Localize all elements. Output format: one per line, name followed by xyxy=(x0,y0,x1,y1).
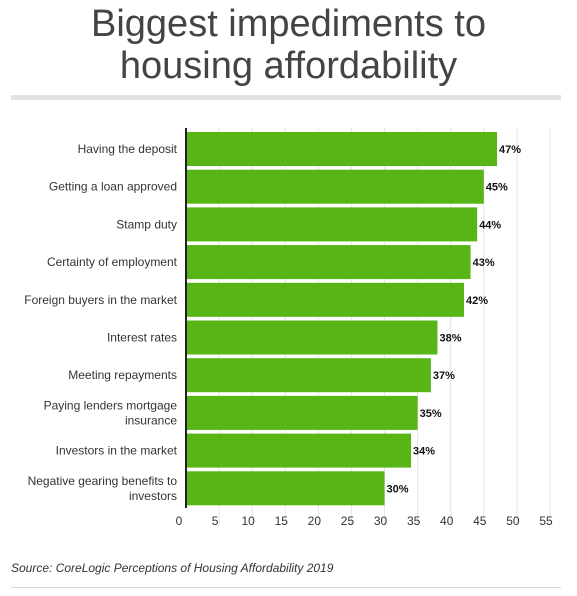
category-label: Negative gearing benefits to xyxy=(28,474,178,488)
footer-divider xyxy=(11,587,561,588)
x-tick-label: 40 xyxy=(440,514,454,528)
x-tick-label: 0 xyxy=(176,514,183,528)
category-label: Stamp duty xyxy=(116,217,177,231)
bar xyxy=(187,320,438,355)
category-label: investors xyxy=(129,489,177,503)
source-note: Source: CoreLogic Perceptions of Housing… xyxy=(11,561,334,575)
bar xyxy=(187,358,431,393)
category-label: Foreign buyers in the market xyxy=(24,293,177,307)
value-label: 45% xyxy=(486,182,508,194)
category-label: Having the deposit xyxy=(78,142,178,156)
x-tick-label: 45 xyxy=(473,514,487,528)
value-label: 37% xyxy=(433,370,455,382)
value-label: 47% xyxy=(499,144,521,156)
value-label: 34% xyxy=(413,446,435,458)
bars xyxy=(187,132,498,506)
value-label: 35% xyxy=(420,408,442,420)
title-line-1: Biggest impediments to xyxy=(91,3,486,45)
bar xyxy=(187,245,471,280)
category-label: Certainty of employment xyxy=(47,255,178,269)
bar xyxy=(187,433,412,468)
category-labels: Having the deposit Getting a loan approve… xyxy=(24,142,177,503)
chart-title: Biggest impediments to housing affordabi… xyxy=(0,3,577,87)
x-tick-label: 30 xyxy=(374,514,388,528)
bar xyxy=(187,132,498,166)
bar-chart: Having the deposit Getting a loan approve… xyxy=(24,128,553,528)
value-label: 42% xyxy=(466,295,488,307)
value-labels: 47% 45% 44% 43% 42% 38% 37% 35% 34% 30% xyxy=(387,144,522,495)
x-tick-label: 25 xyxy=(341,514,355,528)
value-label: 30% xyxy=(387,483,409,495)
title-divider xyxy=(11,95,561,100)
x-tick-label: 35 xyxy=(407,514,421,528)
value-label: 43% xyxy=(473,257,495,269)
bar xyxy=(187,282,464,317)
value-label: 38% xyxy=(439,333,461,345)
category-label: Getting a loan approved xyxy=(49,180,177,194)
x-tick-label: 50 xyxy=(506,514,520,528)
x-tick-label: 5 xyxy=(212,514,219,528)
title-line-2: housing affordability xyxy=(119,45,458,87)
bar xyxy=(187,395,418,430)
x-tick-label: 15 xyxy=(275,514,289,528)
bar xyxy=(187,207,478,242)
category-label: Meeting repayments xyxy=(68,368,177,382)
category-label: insurance xyxy=(125,413,177,427)
bar xyxy=(187,169,484,204)
bar xyxy=(187,471,385,506)
x-axis-ticks: 0 5 10 15 20 25 30 35 40 45 50 55 xyxy=(176,514,553,528)
category-label: Interest rates xyxy=(107,331,177,345)
category-label: Investors in the market xyxy=(56,444,178,458)
value-label: 44% xyxy=(479,219,501,231)
x-tick-label: 10 xyxy=(242,514,256,528)
x-tick-label: 20 xyxy=(308,514,322,528)
x-tick-label: 55 xyxy=(539,514,553,528)
category-label: Paying lenders mortgage xyxy=(44,398,178,412)
